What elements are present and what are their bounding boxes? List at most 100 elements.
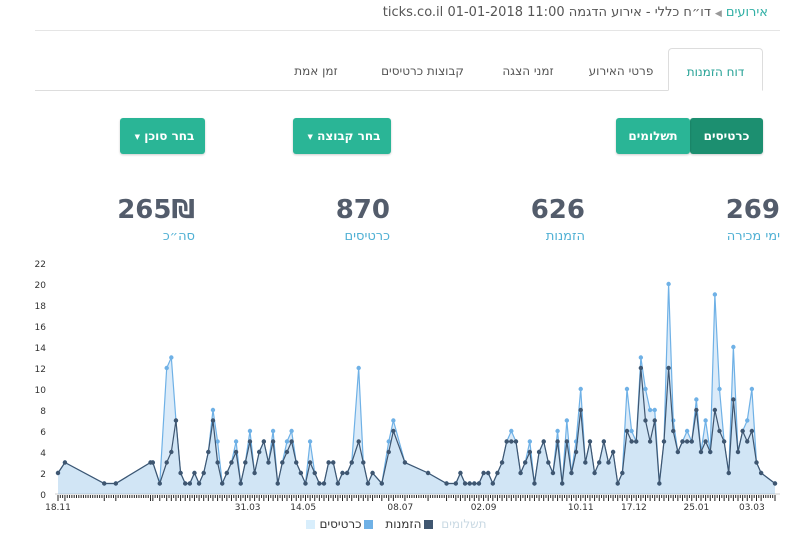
data-point <box>745 439 750 444</box>
data-point <box>173 418 179 423</box>
tab-real-time[interactable]: זמן אמת <box>294 64 338 78</box>
data-point <box>289 439 294 444</box>
data-point <box>453 481 459 486</box>
tab-event-details[interactable]: פרטי האירוע <box>588 64 654 78</box>
data-point <box>386 449 391 455</box>
data-point <box>402 460 408 465</box>
header-divider <box>35 30 780 31</box>
select-agent-dropdown[interactable]: ▼ בחר סוכן <box>120 118 205 154</box>
x-tick-label: 31.03 <box>235 503 261 513</box>
data-point <box>365 481 371 486</box>
data-point <box>509 439 514 444</box>
data-point <box>657 481 662 486</box>
x-tick-label: 08.07 <box>387 503 413 513</box>
breadcrumb: אירועים◀דו״ח כללי - אירוע הדגמה 11:00 01… <box>383 5 768 20</box>
data-point <box>157 481 162 486</box>
y-tick-label: 0 <box>40 491 46 501</box>
data-point <box>307 460 313 465</box>
y-tick-label: 2 <box>40 470 46 480</box>
data-point <box>335 481 341 486</box>
stat-orders-value: 626 <box>530 195 585 225</box>
data-point <box>518 470 523 476</box>
data-point <box>694 407 699 413</box>
data-point <box>573 449 579 455</box>
tab-show-times[interactable]: זמני הצגה <box>502 64 554 78</box>
data-point <box>532 481 537 486</box>
tab-ticket-groups[interactable]: קבוצות כרטיסים <box>381 64 464 78</box>
data-point <box>164 365 169 371</box>
data-point <box>583 460 588 465</box>
data-point <box>326 460 331 465</box>
data-point <box>536 449 542 455</box>
data-point <box>564 418 570 423</box>
legend-tickets[interactable]: כרטיסים <box>319 517 374 531</box>
chevron-left-icon: ◀ <box>714 9 722 19</box>
data-point <box>620 470 625 476</box>
data-point <box>462 481 468 486</box>
legend-payments-swatch <box>306 520 316 529</box>
stat-orders-label: הזמנות <box>545 229 585 244</box>
y-tick-label: 10 <box>35 386 47 396</box>
stat-total-value: 265₪ <box>117 195 195 225</box>
tickets-toggle-button[interactable]: כרטיסים <box>690 118 763 154</box>
data-point <box>481 470 486 476</box>
data-point <box>606 460 611 465</box>
data-point <box>247 428 253 434</box>
data-point <box>215 460 220 465</box>
data-point <box>169 449 174 455</box>
stat-tickets-value: 870 <box>335 195 390 225</box>
data-point <box>745 418 750 423</box>
legend-tickets-label: כרטיסים <box>319 517 362 531</box>
tab-orders-report[interactable]: דוח הזמנות <box>668 48 763 91</box>
select-group-dropdown[interactable]: ▼ בחר קבוצה <box>293 118 391 154</box>
data-point <box>647 439 653 444</box>
stat-sale-days-label: ימי מכירה <box>726 229 780 244</box>
data-point <box>386 439 391 444</box>
data-point <box>597 460 602 465</box>
legend-orders[interactable]: הזמנות <box>385 517 434 531</box>
data-point <box>684 428 690 434</box>
x-tick-label: 14.05 <box>290 503 316 513</box>
data-point <box>680 439 685 444</box>
data-point <box>527 439 533 444</box>
data-point <box>356 439 361 444</box>
data-point <box>754 460 759 465</box>
data-point <box>224 470 230 476</box>
data-point <box>735 449 741 455</box>
data-point <box>703 439 708 444</box>
data-point <box>731 397 736 402</box>
data-point <box>187 481 193 486</box>
legend-tickets-swatch <box>364 520 374 529</box>
x-tick-label: 02.09 <box>471 503 497 513</box>
data-point <box>772 481 778 486</box>
data-point <box>629 428 634 434</box>
series-area-0 <box>58 284 775 494</box>
breadcrumb-current: דו״ח כללי - אירוע הדגמה 11:00 01-01-2018… <box>382 5 711 20</box>
stat-tickets: 870 כרטיסים <box>336 195 390 244</box>
legend-payments[interactable]: תשלומים <box>303 517 487 531</box>
data-point <box>307 439 313 444</box>
data-point <box>298 470 304 476</box>
data-point <box>210 407 216 413</box>
data-point <box>499 460 505 465</box>
y-tick-label: 4 <box>40 449 46 459</box>
data-point <box>102 481 107 486</box>
payments-toggle-button[interactable]: תשלומים <box>616 118 690 154</box>
data-point <box>638 365 644 371</box>
data-point <box>610 449 616 455</box>
data-point <box>647 407 653 413</box>
data-point <box>294 460 299 465</box>
data-point <box>717 386 722 392</box>
data-point <box>643 386 648 392</box>
data-point <box>62 460 68 465</box>
data-point <box>344 470 350 476</box>
data-point <box>206 449 211 455</box>
stat-total-label: סה״כ <box>162 229 195 244</box>
y-tick-label: 22 <box>35 260 46 270</box>
data-point <box>391 428 396 434</box>
data-point <box>712 292 718 297</box>
breadcrumb-home-link[interactable]: אירועים <box>725 5 768 20</box>
data-point <box>113 481 119 486</box>
data-point <box>331 460 336 465</box>
x-tick-label: 10.11 <box>568 503 594 513</box>
